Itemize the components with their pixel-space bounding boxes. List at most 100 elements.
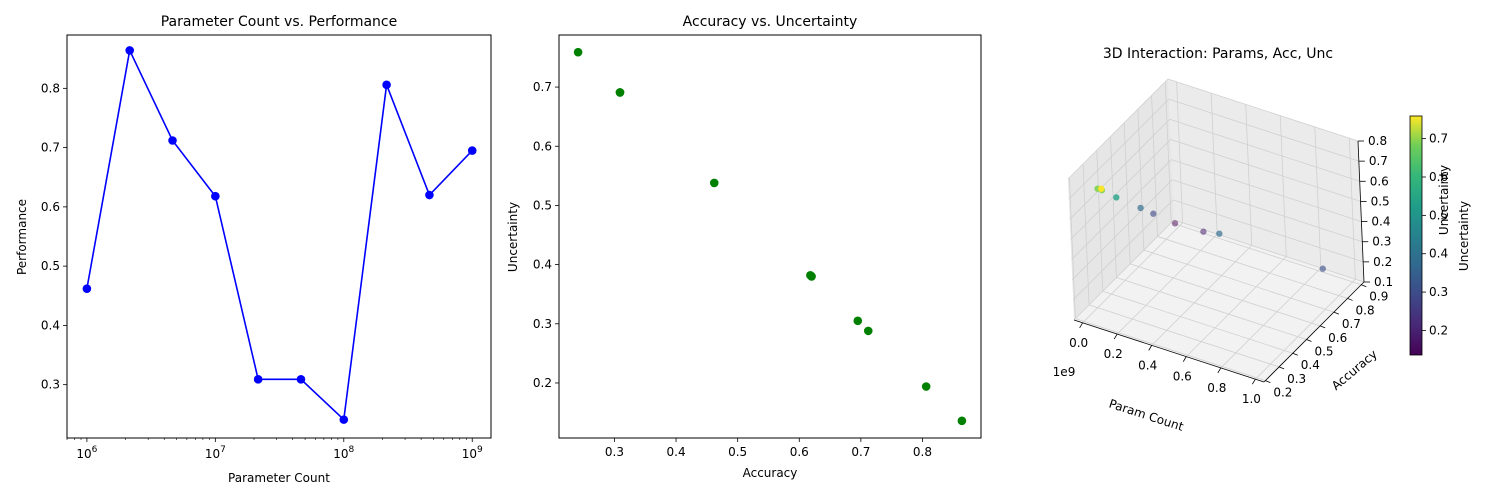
x-axis-label: Parameter Count — [228, 471, 330, 485]
grid-line — [1169, 118, 1360, 182]
grid-line — [1314, 126, 1322, 268]
z-tick-label: 0.2 — [1373, 255, 1392, 269]
data-point — [1113, 194, 1120, 201]
y-tick-label: 0.8 — [41, 81, 60, 95]
data-point — [425, 190, 434, 200]
chart-title: 3D Interaction: Params, Acc, Unc — [1103, 46, 1333, 62]
x-tick-exp: 7 — [220, 445, 226, 455]
data-point — [1137, 204, 1144, 212]
y-tick-label: 0.9 — [1369, 290, 1388, 304]
grid-line — [1116, 277, 1307, 340]
grid-line — [1088, 304, 1280, 368]
data-point — [1200, 228, 1207, 235]
axis-line — [1148, 345, 1153, 351]
axis-line — [1361, 284, 1367, 288]
grid-line — [1075, 318, 1266, 382]
y-tick-label: 0.4 — [1301, 358, 1320, 372]
grid-line — [1072, 199, 1174, 301]
data-point — [573, 47, 583, 57]
axis-line — [1252, 378, 1256, 385]
x-tick-exp: 9 — [477, 445, 483, 455]
x-tick-label: 0.4 — [1138, 358, 1157, 372]
data-point — [863, 326, 873, 336]
x-tick-label: 0.8 — [1207, 381, 1226, 395]
grid-line — [1110, 136, 1117, 278]
y-tick-label: 0.7 — [533, 80, 552, 94]
grid-line — [1210, 93, 1218, 235]
data-point — [615, 88, 625, 97]
x-tick-base: 10 — [462, 447, 477, 461]
axis-line — [1292, 352, 1298, 356]
uncertainty-chart: Accuracy vs. Uncertainty Accuracy Uncert… — [506, 14, 982, 480]
z-axis-label: Uncertainty — [1437, 165, 1451, 235]
data-point — [382, 80, 391, 90]
y-tick-label: 0.3 — [1287, 372, 1306, 386]
y-tick-label: 0.5 — [1314, 345, 1333, 359]
performance-chart: Parameter Count vs. Performance Paramete… — [15, 14, 492, 485]
grid-line — [1164, 81, 1172, 223]
grid-line — [1151, 95, 1158, 237]
chart-title: Parameter Count vs. Performance — [161, 14, 398, 30]
data-point — [853, 316, 863, 326]
data-point — [211, 191, 220, 201]
grid-line — [1348, 138, 1356, 280]
x-tick-base: 10 — [205, 447, 220, 461]
x-axis-label: Accuracy — [743, 466, 798, 480]
data-point — [957, 416, 967, 426]
axis-line — [1217, 367, 1222, 374]
grid-line — [1068, 98, 1170, 200]
x-tick-label: 0.3 — [605, 445, 624, 459]
x-tick-label: 0.7 — [851, 445, 870, 459]
y-tick-label: 0.5 — [41, 259, 60, 273]
y-tick-label: 0.4 — [533, 258, 552, 272]
y-tick-label: 0.6 — [41, 200, 60, 214]
data-point — [467, 146, 477, 155]
grid-line — [1067, 78, 1169, 180]
x-tick-label: 1.0 — [1242, 392, 1261, 406]
chart-title: Accuracy vs. Uncertainty — [683, 14, 858, 30]
grid-line — [1176, 81, 1184, 223]
grid-line — [1172, 179, 1363, 243]
y-tick-label: 0.5 — [533, 198, 552, 212]
z-tick-label: 0.4 — [1371, 215, 1390, 229]
axis-line — [1073, 319, 1265, 383]
axis-line — [1357, 140, 1365, 283]
data-point — [1150, 210, 1157, 217]
axis-line — [1079, 322, 1083, 329]
x-tick-label: 107 — [205, 445, 226, 461]
y-tick-label: 0.6 — [1328, 331, 1347, 345]
x-tick-label: 0.6 — [790, 445, 809, 459]
data-point — [709, 178, 719, 188]
data-point — [807, 272, 816, 281]
grid-line — [1072, 179, 1173, 280]
y-tick-label: 0.2 — [533, 376, 552, 390]
grid-line — [1167, 78, 1359, 142]
y-tick-label: 0.7 — [41, 141, 60, 155]
y-tick-label: 0.3 — [533, 317, 552, 331]
axis-line — [1113, 333, 1118, 340]
colorbar-tick-label: 0.6 — [1429, 170, 1448, 184]
x-tick-base: 10 — [76, 447, 91, 461]
data-point — [82, 284, 92, 293]
z-tick-label: 0.5 — [1371, 194, 1390, 208]
axis-line — [1347, 298, 1353, 301]
grid-line — [1082, 163, 1090, 305]
grid-line — [1073, 219, 1175, 321]
side-pane — [1068, 79, 1174, 320]
x-tick-label: 108 — [333, 445, 354, 461]
axis-line — [1320, 325, 1326, 329]
z-tick-label: 0.7 — [1369, 154, 1388, 168]
axis-line — [1265, 380, 1271, 384]
plot-frame — [558, 34, 982, 439]
x-tick-base: 10 — [333, 447, 348, 461]
colorbar-tick-label: 0.4 — [1429, 247, 1448, 261]
x-offset-label: 1e9 — [1053, 365, 1076, 379]
grid-line — [1096, 150, 1104, 292]
data-point — [1216, 230, 1223, 237]
x-tick-label: 0.0 — [1069, 336, 1088, 350]
axis-line — [1263, 281, 1365, 383]
y-tick-label: 0.7 — [1342, 317, 1361, 331]
3d-scatter-chart: 3D Interaction: Params, Acc, Unc 0.0 0.2 0… — [1053, 46, 1471, 434]
z-tick-label: 0.6 — [1370, 174, 1389, 188]
grid-line — [1069, 119, 1170, 220]
